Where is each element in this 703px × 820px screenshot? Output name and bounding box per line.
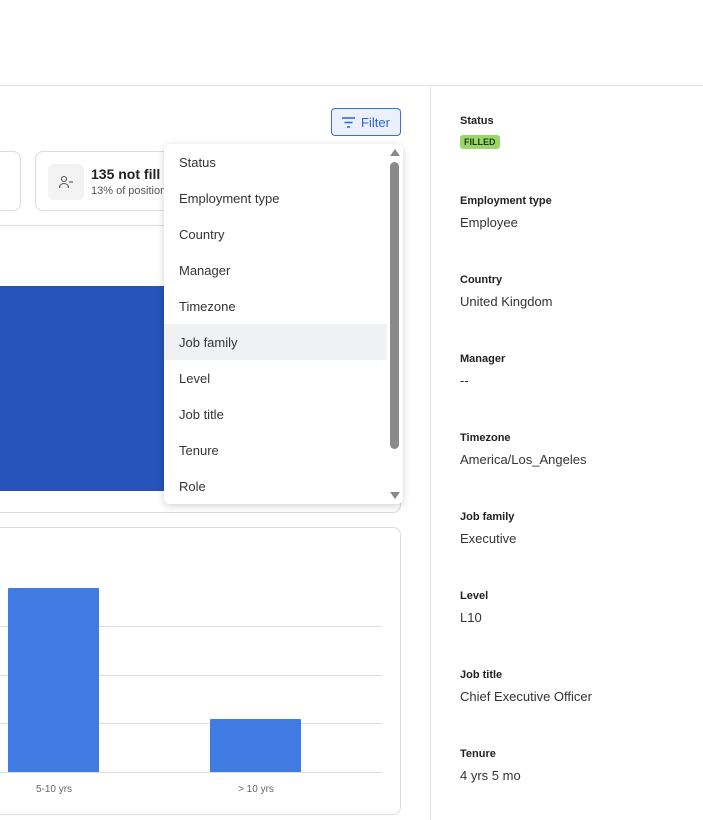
- detail-field: Country United Kingdom: [460, 274, 553, 309]
- gridline: [0, 772, 382, 773]
- gridline: [0, 626, 382, 627]
- detail-field: Employment type Employee: [460, 195, 552, 230]
- detail-value: America/Los_Angeles: [460, 452, 587, 467]
- filter-option[interactable]: Country: [179, 226, 225, 242]
- detail-value: Employee: [460, 215, 518, 230]
- detail-field: Level L10: [460, 590, 488, 625]
- scroll-down-arrow-icon[interactable]: [390, 492, 400, 499]
- filter-option[interactable]: Job family: [164, 324, 387, 360]
- gridline: [0, 675, 382, 676]
- status-badge: FILLED: [460, 135, 500, 149]
- user-minus-icon: [48, 164, 84, 200]
- detail-label: Manager: [460, 353, 506, 365]
- filter-label: Filter: [361, 114, 390, 130]
- detail-label: Country: [460, 274, 503, 286]
- filter-option[interactable]: Timezone: [179, 298, 236, 314]
- x-tick-label: > 10 yrs: [238, 784, 274, 795]
- panel-divider: [430, 86, 431, 820]
- detail-label: Status: [460, 115, 494, 127]
- filter-icon: [342, 116, 356, 128]
- detail-label: Job family: [460, 511, 515, 523]
- detail-field: Timezone America/Los_Angeles: [460, 432, 586, 467]
- detail-label: Level: [460, 590, 489, 602]
- detail-value: 4 yrs 5 mo: [460, 768, 521, 783]
- stat-title: 135 not fill: [91, 166, 161, 182]
- detail-value: --: [460, 373, 469, 388]
- detail-value: Executive: [460, 531, 517, 546]
- filter-option[interactable]: Level: [179, 370, 211, 386]
- filter-option[interactable]: Status: [179, 154, 216, 170]
- filter-option[interactable]: Job title: [179, 406, 224, 422]
- detail-field: Manager --: [460, 353, 505, 388]
- detail-field: Tenure 4 yrs 5 mo: [460, 748, 521, 783]
- detail-field: Job family Executive: [460, 511, 516, 546]
- x-tick-label: 5-10 yrs: [35, 784, 73, 795]
- filter-option[interactable]: Tenure: [179, 442, 219, 458]
- detail-value: United Kingdom: [460, 294, 553, 309]
- filter-button[interactable]: Filter: [331, 108, 401, 136]
- bar-1[interactable]: [210, 718, 301, 772]
- stat-subtitle: 13% of position: [91, 185, 167, 197]
- gridline: [0, 723, 382, 724]
- detail-value: Chief Executive Officer: [460, 689, 592, 704]
- detail-label: Timezone: [460, 432, 511, 444]
- detail-label: Employment type: [460, 195, 552, 207]
- bar-0[interactable]: [8, 587, 99, 772]
- filter-dropdown: Status Employment type Country Manager Timez…: [164, 144, 403, 504]
- filter-option[interactable]: Employment type: [179, 190, 280, 206]
- detail-value: L10: [460, 610, 482, 625]
- stat-card: [0, 151, 21, 211]
- scrollbar[interactable]: [389, 144, 400, 504]
- scroll-up-arrow-icon[interactable]: [390, 149, 400, 156]
- scroll-thumb[interactable]: [390, 162, 399, 449]
- detail-field: Job title Chief Executive Officer: [460, 669, 592, 704]
- detail-status: Status FILLED: [460, 115, 500, 150]
- filter-option[interactable]: Manager: [179, 262, 231, 278]
- tenure-chart-card: [0, 527, 401, 815]
- top-bar: [0, 0, 703, 86]
- filter-option[interactable]: Role: [179, 478, 206, 494]
- detail-label: Job title: [460, 669, 503, 681]
- detail-label: Tenure: [460, 748, 496, 760]
